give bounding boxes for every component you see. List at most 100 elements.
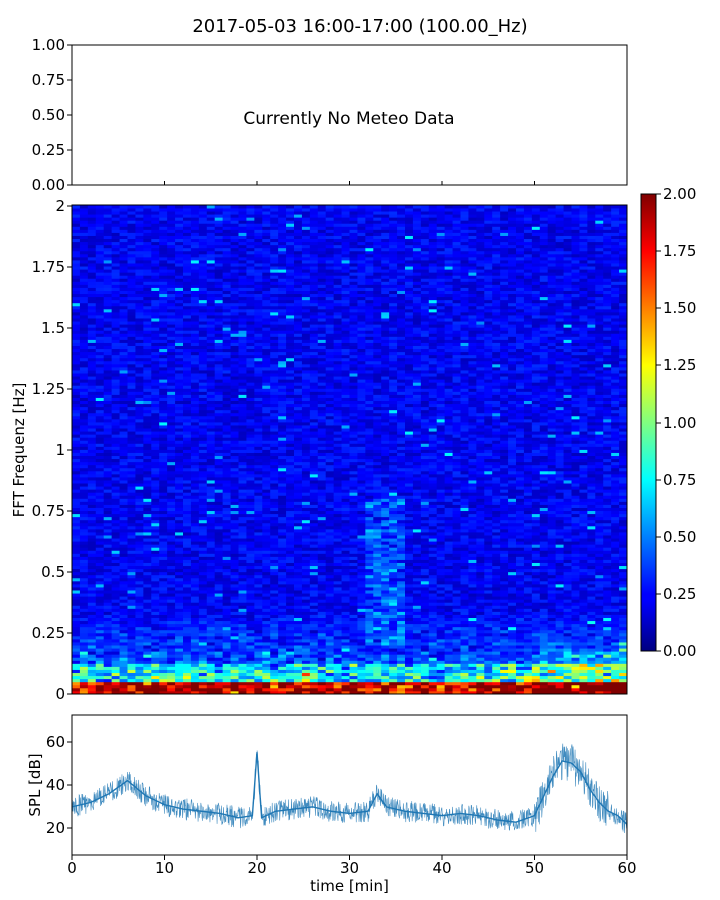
spectrogram-cell (309, 556, 319, 560)
spectrogram-cell (246, 461, 255, 466)
spectrogram-cell (206, 403, 216, 408)
spectrogram-cell (135, 684, 144, 689)
spectrogram-cell (183, 287, 192, 291)
spectrogram-cell (286, 418, 295, 423)
spectrogram-cell (301, 583, 311, 588)
spectrogram-cell (143, 308, 152, 313)
spectrogram-cell (127, 583, 136, 588)
spectrogram-cell (95, 645, 105, 649)
spectrogram-cell (254, 492, 263, 496)
spectrogram-cell (135, 544, 144, 548)
spectrogram-cell (222, 669, 231, 674)
spectrogram-cell (198, 461, 208, 466)
spectrogram-cell (167, 275, 176, 279)
spectrogram-cell (278, 455, 287, 460)
spectrogram-cell (167, 421, 176, 426)
spectrogram-cell (262, 269, 271, 273)
spectrogram-cell (286, 238, 295, 243)
spectrogram-cell (183, 477, 192, 481)
spectrogram-cell (103, 626, 113, 631)
spectrogram-cell (167, 556, 176, 560)
spectrogram-cell (127, 339, 136, 343)
spectrogram-cell (135, 428, 144, 432)
spectrogram-cell (262, 232, 271, 236)
spectrogram-cell (222, 583, 231, 588)
spectrogram-cell (190, 580, 200, 585)
spectrogram-cell (190, 308, 200, 313)
spectrogram-cell (175, 669, 184, 674)
spectrogram-cell (309, 458, 319, 463)
spectrogram-cell (87, 208, 97, 212)
spectrogram-cell (95, 296, 105, 301)
spectrogram-cell (254, 247, 263, 252)
spectrogram-cell (159, 562, 168, 567)
spectrogram-cell (79, 220, 89, 224)
spectrogram-cell (127, 495, 136, 499)
spectrogram-cell (246, 681, 255, 686)
spectrogram-cell (262, 623, 271, 628)
spectrogram-cell (79, 455, 89, 460)
spectrogram-cell (214, 400, 224, 405)
spectrogram-cell (222, 342, 231, 346)
spectrogram-cell (119, 296, 128, 301)
spectrogram-cell (111, 357, 120, 362)
spectrogram-cell (119, 513, 128, 518)
spectrogram-cell (167, 687, 176, 692)
spectrogram-cell (254, 532, 263, 536)
spectrogram-cell (309, 550, 319, 554)
spectrogram-cell (254, 211, 263, 215)
spectrogram-cell (230, 260, 239, 264)
spectrogram-cell (103, 522, 113, 527)
spectrogram-cell (214, 522, 224, 527)
spectrogram-cell (72, 455, 81, 460)
spectrogram-cell (198, 376, 208, 380)
spectrogram-cell (214, 510, 224, 515)
spectrogram-cell (159, 461, 168, 466)
spectrogram-cell (72, 480, 81, 484)
spectrogram-cell (79, 229, 89, 233)
spectrogram-cell (175, 574, 184, 579)
spectrogram-cell (95, 391, 105, 395)
spectrogram-cell (238, 269, 247, 273)
spectrogram-cell (301, 648, 311, 652)
spectrogram-cell (198, 455, 208, 460)
spectrogram-cell (127, 483, 136, 487)
spectrogram-cell (119, 412, 128, 417)
spectrogram-cell (254, 296, 263, 301)
spectrogram-cell (286, 327, 295, 331)
spectrogram-cell (309, 470, 319, 475)
spectrogram-cell (270, 250, 279, 255)
spectrogram-cell (103, 388, 113, 392)
spectrogram-cell (286, 553, 295, 557)
spectrogram-cell (175, 223, 184, 227)
spectrogram-cell (135, 498, 144, 502)
spectrogram-cell (278, 388, 287, 392)
spectrogram-cell (87, 498, 97, 502)
spectrogram-cell (198, 214, 208, 218)
spectrogram-cell (95, 635, 105, 640)
spectrogram-cell (79, 333, 89, 337)
spectrogram-cell (278, 263, 287, 267)
spectrogram-cell (309, 587, 319, 591)
spectrogram-cell (143, 376, 152, 380)
spectrogram-cell (301, 666, 311, 670)
spectrogram-cell (286, 605, 295, 609)
spectrogram-cell (198, 400, 208, 405)
spectrogram-cell (301, 351, 311, 356)
spectrogram-cell (214, 464, 224, 469)
spectrogram-cell (206, 418, 216, 423)
spectrogram-cell (119, 657, 128, 661)
spectrogram-cell (262, 296, 271, 301)
spectrogram-cell (127, 525, 136, 530)
spectrogram-cell (238, 672, 247, 677)
spectrogram-cell (95, 354, 105, 359)
spectrogram-cell (270, 421, 279, 426)
spectrogram-cell (190, 379, 200, 383)
spectrogram-cell (270, 360, 279, 365)
spectrogram-cell (119, 272, 128, 276)
spectrogram-cell (254, 208, 263, 212)
spectrogram-cell (254, 657, 263, 661)
spectrogram-cell (270, 256, 279, 261)
spectrogram-cell (198, 226, 208, 230)
spectrogram-cell (309, 486, 319, 490)
